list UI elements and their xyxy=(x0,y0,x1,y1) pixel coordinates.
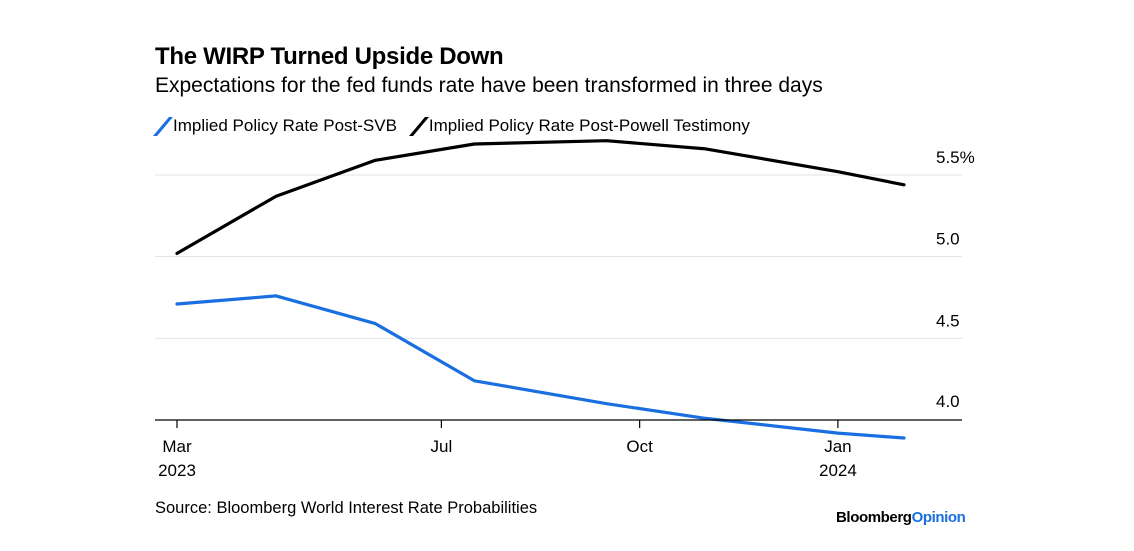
x-tick-label-2: Oct xyxy=(626,437,653,456)
x-tick-label-3: Jan xyxy=(824,437,851,456)
legend-label-post-svb: Implied Policy Rate Post-SVB xyxy=(173,116,397,135)
brand-suffix: Opinion xyxy=(911,509,966,526)
chart-title: The WIRP Turned Upside Down xyxy=(155,43,504,70)
x-tick-label-1: Jul xyxy=(430,437,452,456)
y-tick-label-3: 5.5% xyxy=(936,148,975,167)
x-tick-label-0: Mar xyxy=(162,437,192,456)
chart-subtitle: Expectations for the fed funds rate have… xyxy=(155,74,823,97)
series-line-1 xyxy=(175,139,906,255)
x-tick-sublabel-0: 2023 xyxy=(158,461,196,480)
brand-logo: BloombergOpinion xyxy=(836,509,966,526)
legend-item-post-svb: Implied Policy Rate Post-SVB xyxy=(153,116,397,136)
brand-name: Bloomberg xyxy=(836,509,912,526)
x-tick-sublabel-3: 2024 xyxy=(819,461,857,480)
series-line-0 xyxy=(175,294,906,440)
y-tick-label-0: 4.0 xyxy=(936,392,960,411)
y-tick-label-1: 4.5 xyxy=(936,311,960,330)
y-axis-labels: 4.0 4.5 5.0 5.5% xyxy=(936,148,975,411)
legend: Implied Policy Rate Post-SVB Implied Pol… xyxy=(153,116,764,136)
x-axis: Mar 2023 Jul Oct Jan 2024 xyxy=(155,419,962,480)
gridlines xyxy=(155,174,962,339)
legend-label-post-powell: Implied Policy Rate Post-Powell Testimon… xyxy=(428,116,750,135)
series-lines xyxy=(175,139,906,440)
source-note: Source: Bloomberg World Interest Rate Pr… xyxy=(155,499,538,517)
y-tick-label-2: 5.0 xyxy=(936,230,960,249)
legend-item-post-powell: Implied Policy Rate Post-Powell Testimon… xyxy=(408,116,750,136)
